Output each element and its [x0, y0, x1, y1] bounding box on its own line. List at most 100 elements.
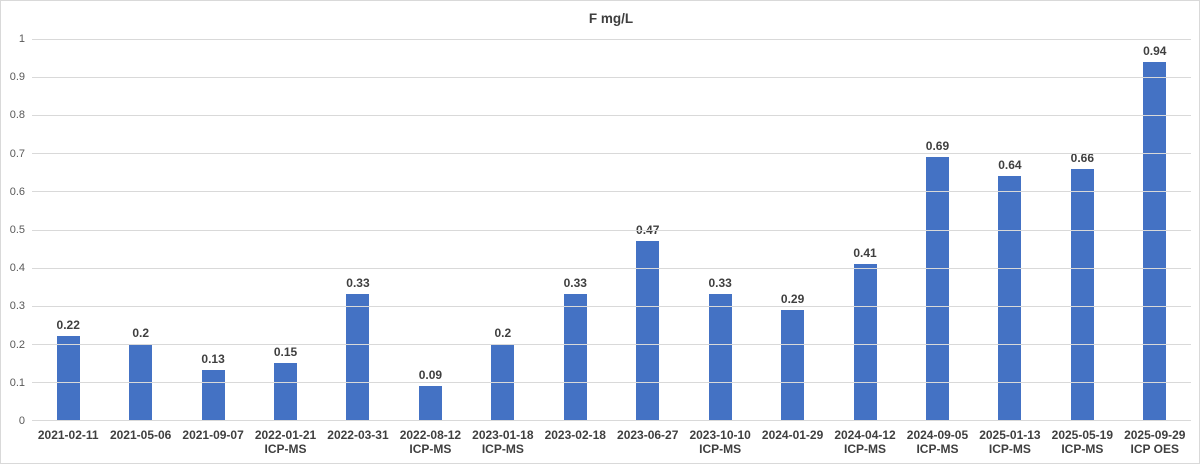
- x-axis-label: 2021-09-07: [177, 428, 249, 456]
- data-label: 0.64: [998, 158, 1022, 173]
- bar-2024-09-05[interactable]: [925, 157, 949, 420]
- x-axis-label-method: ICP-MS: [988, 442, 1031, 456]
- x-axis-label-date: 2024-01-29: [761, 428, 824, 442]
- data-label: 0.69: [925, 139, 950, 154]
- data-label: 0.41: [853, 245, 877, 260]
- data-label: 0.94: [1143, 43, 1167, 58]
- x-axis-label: 2022-03-31: [322, 428, 394, 456]
- x-axis-label-date: 2025-01-13: [979, 428, 1041, 442]
- y-axis-tick-label: 0.9: [9, 71, 25, 84]
- gridline: [32, 305, 1191, 307]
- bar-slot: 0.94: [1119, 39, 1191, 420]
- x-axis-label-method: ICP-MS: [481, 442, 524, 456]
- bar-2024-01-29[interactable]: [781, 309, 805, 420]
- x-axis-label: 2021-05-06: [104, 428, 176, 456]
- x-axis-label-date: 2023-02-18: [544, 428, 606, 442]
- gridline: [32, 381, 1191, 383]
- data-label: 0.33: [708, 276, 732, 291]
- gridline: [32, 39, 1191, 40]
- y-axis-tick-label: 0: [18, 415, 25, 427]
- bar-slot: 0.22: [32, 39, 104, 420]
- x-axis-label: 2021-02-11: [32, 428, 104, 456]
- data-label: 0.09: [418, 367, 443, 382]
- bar-slot: 0.33: [684, 39, 756, 420]
- x-axis-label-method: ICP-MS: [916, 442, 959, 456]
- x-axis-labels: 2021-02-11 2021-05-06 2021-09-07 2022-01-21…: [32, 428, 1191, 456]
- bar-2025-05-19[interactable]: [1070, 168, 1094, 420]
- x-axis-label: 2025-05-19 ICP-MS: [1046, 428, 1118, 456]
- y-axis-tick-label: 0.1: [9, 376, 25, 389]
- x-axis-label: 2025-09-29 ICP OES: [1119, 428, 1191, 456]
- x-axis-label-date: 2025-05-19: [1051, 428, 1114, 442]
- bars-layer: 0.22 0.2 0.13 0.15 0.33 0.09 0.2 0.33 0.47 0.33 0.…: [32, 39, 1191, 420]
- y-axis-tick-label: 0.2: [9, 338, 25, 351]
- data-label: 0.29: [780, 291, 805, 306]
- bar-slot: 0.33: [539, 39, 611, 420]
- x-axis-label-method: ICP-MS: [1061, 442, 1104, 456]
- bar-slot: 0.41: [829, 39, 901, 420]
- x-axis-label: 2022-08-12 ICP-MS: [394, 428, 466, 456]
- x-axis-label: 2024-04-12 ICP-MS: [829, 428, 901, 456]
- data-label: 0.2: [494, 325, 512, 340]
- bar-2025-01-13[interactable]: [998, 176, 1022, 420]
- data-label: 0.13: [201, 352, 225, 367]
- bar-slot: 0.64: [974, 39, 1046, 420]
- x-axis-label: 2023-01-18 ICP-MS: [467, 428, 539, 456]
- x-axis-label-date: 2025-09-29: [1124, 428, 1186, 442]
- bar-slot: 0.69: [901, 39, 973, 420]
- x-axis-label-date: 2021-02-11: [37, 428, 99, 442]
- y-axis-tick-label: 0.4: [9, 262, 25, 275]
- gridline: [32, 153, 1191, 155]
- x-axis-label: 2022-01-21 ICP-MS: [249, 428, 321, 456]
- gridline: [32, 77, 1191, 79]
- x-axis-label: 2024-01-29: [756, 428, 828, 456]
- x-axis-label-date: 2024-04-12: [834, 428, 896, 442]
- bar-slot: 0.15: [249, 39, 321, 420]
- x-axis-label: 2023-06-27: [612, 428, 684, 456]
- bar-2024-04-12[interactable]: [853, 263, 877, 420]
- x-axis-label-method: ICP OES: [1130, 442, 1180, 456]
- x-axis-label-date: 2023-01-18: [472, 428, 534, 442]
- bar-2021-02-11[interactable]: [56, 336, 80, 420]
- bar-2022-01-21[interactable]: [274, 362, 298, 420]
- x-axis-label-date: 2023-06-27: [617, 428, 679, 442]
- bar-2021-09-07[interactable]: [201, 370, 225, 420]
- data-label: 0.15: [273, 344, 298, 359]
- x-axis-label-method: ICP-MS: [409, 442, 452, 456]
- x-axis-label-date: 2022-03-31: [327, 428, 389, 442]
- bar-2022-08-12[interactable]: [418, 385, 442, 420]
- gridline: [32, 191, 1191, 193]
- bar-2023-02-18[interactable]: [563, 294, 587, 420]
- bar-2022-03-31[interactable]: [346, 294, 370, 420]
- x-axis-label-date: 2022-01-21: [254, 428, 317, 442]
- bar-2023-10-10[interactable]: [708, 294, 732, 420]
- gridline: [32, 115, 1191, 117]
- x-axis-label-method: ICP-MS: [264, 442, 307, 456]
- chart-title: F mg/L: [588, 11, 634, 26]
- data-label: 0.33: [346, 276, 370, 291]
- x-axis-label: 2024-09-05 ICP-MS: [901, 428, 973, 456]
- bar-2025-09-29[interactable]: [1143, 61, 1167, 420]
- plot-area: 0.22 0.2 0.13 0.15 0.33 0.09 0.2 0.33 0.47 0.33 0.…: [32, 39, 1191, 421]
- y-axis-tick-label: 1: [18, 33, 25, 45]
- bar-slot: 0.09: [394, 39, 466, 420]
- x-axis-label: 2023-02-18: [539, 428, 611, 456]
- gridline: [32, 267, 1191, 269]
- bar-2023-06-27[interactable]: [636, 240, 660, 420]
- x-axis-label: 2025-01-13 ICP-MS: [974, 428, 1046, 456]
- x-axis-label-method: ICP-MS: [844, 442, 887, 456]
- x-axis-label-date: 2022-08-12: [399, 428, 462, 442]
- gridline: [32, 229, 1191, 231]
- y-axis-tick-label: 0.3: [9, 300, 25, 313]
- y-axis-tick-label: 0.8: [9, 109, 25, 122]
- y-axis-tick-label: 0.7: [9, 147, 25, 160]
- x-axis-label-date: 2023-10-10: [689, 428, 751, 442]
- data-label: 0.33: [563, 276, 587, 291]
- y-axis-tick-label: 0.5: [9, 224, 25, 236]
- x-axis-label-method: ICP-MS: [699, 442, 742, 456]
- x-axis-label-date: 2021-09-07: [182, 428, 244, 442]
- x-axis-label-date: 2024-09-05: [906, 428, 969, 442]
- data-label: 0.2: [132, 325, 149, 340]
- y-axis-tick-label: 0.6: [9, 185, 25, 198]
